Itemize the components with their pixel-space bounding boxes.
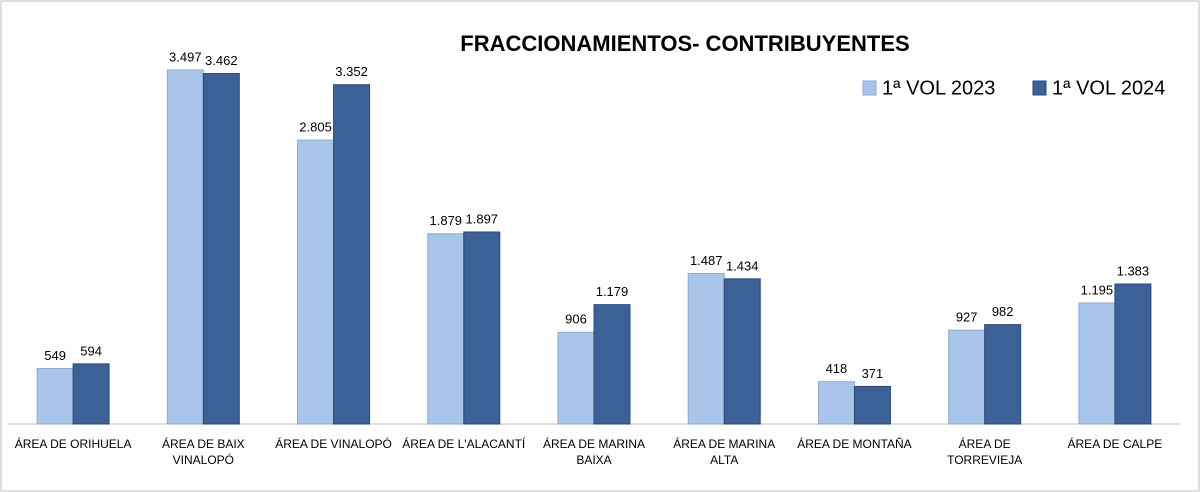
bar [333, 84, 371, 425]
bar [1114, 283, 1152, 425]
data-label: 371 [862, 366, 884, 381]
x-tick-label: ÁREA DE MARINA ALTA [673, 437, 776, 467]
x-tick-label: ÁREA DE CALPE [1067, 437, 1163, 451]
x-tick-label: ÁREA DE L'ALACANTÍ [402, 437, 526, 451]
data-label: 418 [826, 361, 848, 376]
data-label: 1.434 [726, 258, 759, 273]
data-label: 1.195 [1081, 282, 1114, 297]
data-label: 927 [956, 310, 978, 325]
x-tick-label: ÁREA DE ORIHUELA [14, 437, 132, 451]
data-label: 594 [80, 343, 102, 358]
bar [202, 73, 240, 425]
x-tick-label: ÁREA DE MONTAÑA [797, 437, 912, 451]
bar [72, 363, 110, 425]
legend-label: 1ª VOL 2023 [882, 77, 995, 99]
bar [427, 233, 465, 425]
data-label: 1.383 [1117, 263, 1150, 278]
data-label: 3.462 [205, 53, 238, 68]
bar [687, 272, 725, 425]
bar [853, 385, 891, 425]
legend-swatch [862, 80, 877, 96]
bar [723, 278, 761, 425]
x-tick-label: ÁREA DE VINALOPÓ [275, 437, 392, 451]
data-label: 3.352 [335, 64, 368, 79]
data-label: 2.805 [299, 119, 332, 134]
data-label: 1.487 [690, 253, 723, 268]
bar [984, 324, 1022, 425]
bar [36, 367, 74, 425]
bar [297, 139, 335, 425]
data-label: 549 [44, 348, 66, 363]
x-tick-label: ÁREA DE BAIX VINALOPÓ [161, 437, 245, 467]
data-label: 906 [565, 312, 587, 327]
legend-label: 1ª VOL 2024 [1052, 77, 1165, 99]
data-label: 1.897 [466, 211, 499, 226]
chart-title: FRACCIONAMIENTOS- CONTRIBUYENTES [460, 31, 909, 56]
data-label: 1.879 [430, 213, 463, 228]
x-tick-label: ÁREA DE TORREVIEJA [947, 437, 1023, 467]
data-label: 1.179 [596, 284, 629, 299]
data-label: 982 [992, 304, 1014, 319]
bar [1078, 302, 1116, 425]
bar [557, 331, 595, 425]
bar [593, 304, 631, 425]
x-tick-label: ÁREA DE MARINA BAIXA [542, 437, 646, 467]
bar [166, 69, 204, 425]
legend-swatch [1032, 80, 1047, 96]
bar [948, 329, 986, 425]
data-label: 3.497 [169, 49, 202, 64]
bar [463, 231, 501, 425]
bar [817, 381, 855, 425]
